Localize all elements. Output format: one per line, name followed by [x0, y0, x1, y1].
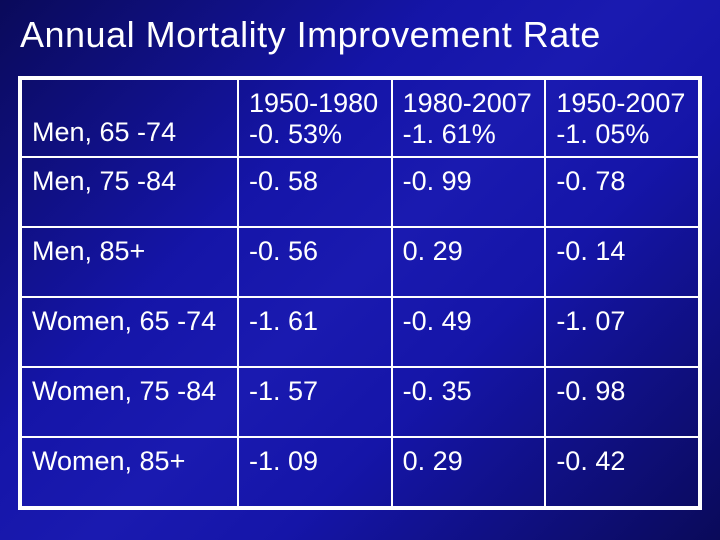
row-label: Women, 75 -84 — [21, 367, 238, 437]
cell-value: -1. 09 — [238, 437, 392, 507]
col-header: 1950-2007 -1. 05% — [545, 79, 699, 157]
table-row: Men, 75 -84 -0. 58 -0. 99 -0. 78 — [21, 157, 699, 227]
mortality-table-wrap: Men, 65 -74 1950-1980 -0. 53% 1980-2007 … — [18, 76, 702, 510]
period-text: 1980-2007 — [403, 88, 532, 118]
cell-value: -0. 98 — [545, 367, 699, 437]
cell-value: -0. 14 — [545, 227, 699, 297]
cell-value: -0. 42 — [545, 437, 699, 507]
row-label: Men, 85+ — [21, 227, 238, 297]
cell-value: -1. 57 — [238, 367, 392, 437]
cell-value: -0. 56 — [238, 227, 392, 297]
value-text: -1. 05% — [556, 119, 649, 149]
cell-value: 0. 29 — [392, 437, 546, 507]
table-row: Men, 65 -74 1950-1980 -0. 53% 1980-2007 … — [21, 79, 699, 157]
col-header: 1980-2007 -1. 61% — [392, 79, 546, 157]
row-label: Women, 85+ — [21, 437, 238, 507]
row-label: Women, 65 -74 — [21, 297, 238, 367]
period-text: 1950-1980 — [249, 88, 378, 118]
cell-value: -0. 99 — [392, 157, 546, 227]
table-row: Men, 85+ -0. 56 0. 29 -0. 14 — [21, 227, 699, 297]
table-row: Women, 65 -74 -1. 61 -0. 49 -1. 07 — [21, 297, 699, 367]
slide-title: Annual Mortality Improvement Rate — [0, 0, 720, 66]
cell-value: -0. 58 — [238, 157, 392, 227]
row-label: Men, 75 -84 — [21, 157, 238, 227]
table-row: Women, 75 -84 -1. 57 -0. 35 -0. 98 — [21, 367, 699, 437]
period-text: 1950-2007 — [556, 88, 685, 118]
cell-value: -0. 78 — [545, 157, 699, 227]
value-text: -0. 53% — [249, 119, 342, 149]
row-label: Men, 65 -74 — [21, 79, 238, 157]
table-row: Women, 85+ -1. 09 0. 29 -0. 42 — [21, 437, 699, 507]
cell-value: -1. 61 — [238, 297, 392, 367]
cell-value: -1. 07 — [545, 297, 699, 367]
value-text: -1. 61% — [403, 119, 496, 149]
cell-value: -0. 35 — [392, 367, 546, 437]
slide: Annual Mortality Improvement Rate Men, 6… — [0, 0, 720, 540]
mortality-table: Men, 65 -74 1950-1980 -0. 53% 1980-2007 … — [20, 78, 700, 508]
cell-value: 0. 29 — [392, 227, 546, 297]
col-header: 1950-1980 -0. 53% — [238, 79, 392, 157]
cell-value: -0. 49 — [392, 297, 546, 367]
